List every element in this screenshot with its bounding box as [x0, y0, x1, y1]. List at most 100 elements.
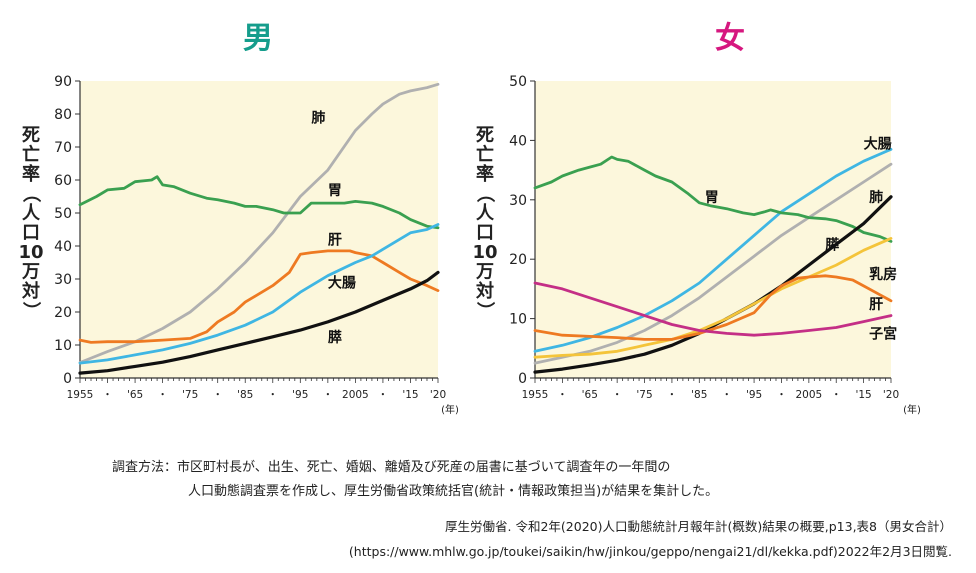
x-tick-label: ・ [268, 389, 279, 401]
series-line-liver [78, 249, 440, 344]
x-tick-label: ・ [102, 389, 113, 401]
y-axis-title-char: 亡 [22, 144, 40, 166]
y-axis-title-char: 亡 [476, 144, 494, 166]
x-tick-label: '85 [237, 389, 253, 401]
y-axis-title-char: 対 [475, 280, 494, 302]
y-tick-label: 0 [63, 371, 72, 387]
x-unit-label: (年) [441, 403, 459, 416]
series-label-liver: 肝 [328, 232, 342, 248]
method-note-line-1: 調査方法：市区町村長が、出生、死亡、婚姻、離婚及び死産の届書に基づいて調査年の一… [112, 460, 671, 475]
x-tick-label: '15 [855, 389, 871, 401]
plot-area [535, 81, 891, 378]
y-axis-title-char: （ [474, 185, 495, 203]
y-axis-title-char: ） [474, 302, 495, 320]
x-tick-label: '85 [691, 389, 707, 401]
y-axis-title-char: 対 [21, 280, 40, 302]
y-tick-label: 0 [518, 371, 527, 387]
y-tick-label: 50 [54, 206, 72, 222]
y-tick-label: 60 [54, 173, 72, 189]
series-label-colorectal: 大腸 [328, 274, 356, 291]
x-unit-label: (年) [903, 403, 921, 416]
x-tick-label: ・ [378, 389, 389, 401]
y-tick-label: 20 [509, 252, 527, 268]
method-note-line-2: 人口動態調査票を作成し、厚生労働省政策統括官(統計・情報政策担当)が結果を集計し… [188, 484, 719, 499]
x-tick-label: ・ [721, 389, 732, 401]
x-tick-label: ・ [157, 389, 168, 401]
x-tick-label: '75 [182, 389, 198, 401]
series-label-breast: 乳房 [869, 266, 897, 283]
x-tick-label: ・ [776, 389, 787, 401]
y-axis-title-char: ） [20, 302, 41, 320]
series-label-lung: 肺 [869, 190, 883, 206]
y-tick-label: 40 [509, 133, 527, 149]
y-tick-label: 70 [54, 140, 72, 156]
series-line-pancreas [78, 270, 440, 375]
series-line-liver [533, 274, 893, 341]
source-citation-line-1: 厚生労働省. 令和2年(2020)人口動態統計月報年計(概数)結果の概要,p13… [445, 519, 952, 534]
chart-title: 女 [715, 21, 745, 56]
y-tick-label: 50 [509, 74, 527, 90]
x-tick-label: '75 [636, 389, 652, 401]
x-tick-label: ・ [831, 389, 842, 401]
y-tick-label: 40 [54, 239, 72, 255]
series-line-stomach [78, 175, 440, 230]
y-axis-title-char: 10 [18, 242, 43, 263]
y-tick-label: 10 [54, 338, 72, 354]
x-tick-label: '95 [292, 389, 308, 401]
series-label-colorectal: 大腸 [864, 135, 892, 152]
y-axis-title-char: 死 [476, 125, 494, 146]
y-tick-label: 80 [54, 107, 72, 123]
y-tick-label: 10 [509, 312, 527, 328]
x-tick-label: ・ [212, 389, 223, 401]
series-label-stomach: 胃 [705, 190, 719, 206]
y-tick-label: 20 [54, 305, 72, 321]
charts-area: 男 0 10 20 30 40 50 60 70 80 90 1955 ・ '65 ・ '75 ・ '85 ・ '95… [18, 21, 921, 416]
x-tick-label: ・ [323, 389, 334, 401]
y-axis-title-char: 万 [21, 262, 40, 283]
y-axis-title-char: 万 [475, 262, 494, 283]
series-label-uterus: 子宮 [869, 325, 897, 342]
y-axis-title-char: 口 [22, 223, 40, 244]
series-label-pancreas: 膵 [825, 236, 839, 253]
y-axis-title-char: 10 [472, 242, 497, 263]
series-line-colorectal [78, 223, 440, 365]
y-tick-label: 90 [54, 74, 72, 90]
series-line-breast [533, 236, 893, 359]
series-label-liver: 肝 [869, 297, 883, 313]
female-chart: 女 0 10 20 30 40 50 1955 ・ '65 ・ '75 ・ '85 ・ '95 ・ 2005 ・ '1… [472, 21, 921, 416]
y-axis-title-char: 口 [476, 223, 494, 244]
y-tick-label: 30 [54, 272, 72, 288]
series-label-lung: 肺 [311, 110, 325, 126]
x-tick-label: ・ [667, 389, 678, 401]
y-axis-title-char: 死 [22, 125, 40, 146]
x-tick-label: '20 [430, 389, 446, 401]
chart-title: 男 [243, 21, 273, 56]
male-chart: 男 0 10 20 30 40 50 60 70 80 90 1955 ・ '65 ・ '75 ・ '85 ・ '95… [18, 21, 459, 416]
series-label-pancreas: 膵 [328, 329, 342, 346]
x-tick-label: ・ [612, 389, 623, 401]
series-line-lung [78, 82, 440, 364]
y-axis-title-char: （ [20, 185, 41, 203]
x-tick-label: '65 [582, 389, 598, 401]
series-line-lung [533, 162, 893, 365]
plot-area [80, 81, 438, 378]
y-axis-title-char: 率 [22, 163, 40, 185]
y-tick-label: 30 [509, 193, 527, 209]
x-tick-label: '95 [746, 389, 762, 401]
source-citation-line-2: (https://www.mhlw.go.jp/toukei/saikin/hw… [348, 544, 952, 559]
x-tick-label: '65 [127, 389, 143, 401]
y-axis-title-char: 人 [476, 203, 495, 224]
series-line-stomach [533, 155, 893, 243]
y-axis-title-char: 率 [476, 163, 494, 185]
x-tick-label: '20 [883, 389, 899, 401]
x-tick-label: ・ [557, 389, 568, 401]
x-tick-label: 2005 [795, 389, 822, 401]
x-tick-label: 1955 [67, 389, 94, 401]
y-axis-title-char: 人 [22, 203, 41, 224]
series-label-stomach: 胃 [328, 183, 342, 199]
x-tick-label: '15 [402, 389, 418, 401]
series-line-uterus [533, 281, 893, 337]
x-tick-label: 2005 [342, 389, 369, 401]
